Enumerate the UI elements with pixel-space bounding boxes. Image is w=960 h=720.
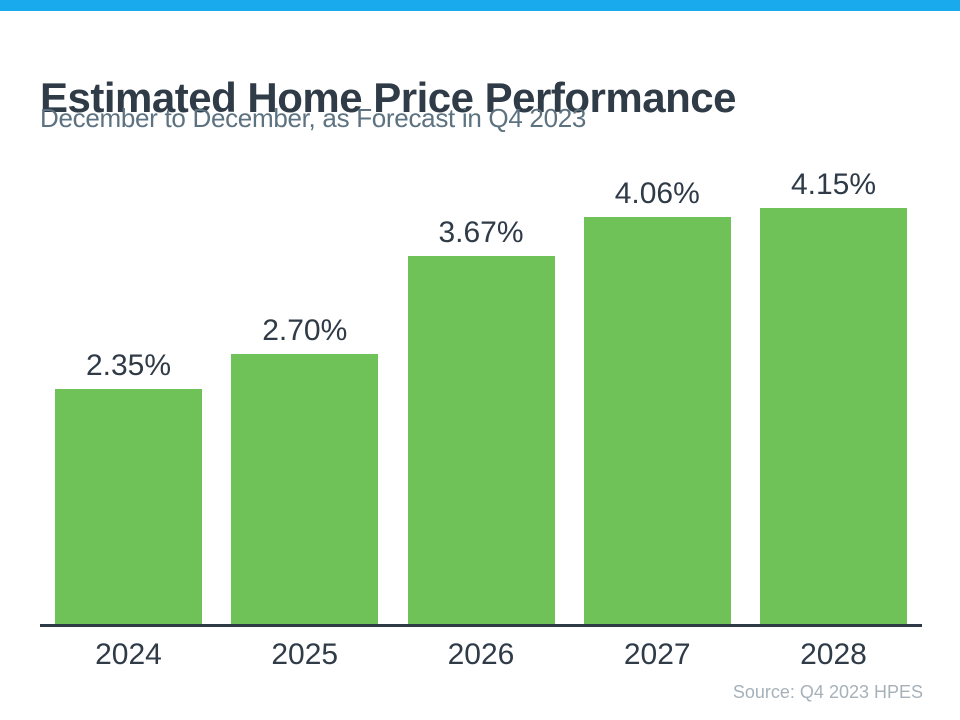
bar-value-label: 4.15% — [790, 168, 877, 201]
bar-column: 2.70% — [231, 314, 379, 625]
source-credit: Source: Q4 2023 HPES — [732, 682, 923, 702]
bar-chart: 2.35% 2.70% 3.67% 4.06% 4.15% — [55, 155, 907, 625]
category-label: 2025 — [271, 638, 339, 671]
bar — [231, 354, 379, 625]
page-subtitle: December to December, as Forecast in Q4 … — [40, 103, 587, 133]
category-label: 2027 — [623, 638, 691, 671]
page-title: Estimated Home Price Performance — [40, 74, 736, 122]
bar-value-label: 4.06% — [614, 177, 700, 210]
bar — [583, 217, 731, 625]
bar — [760, 208, 907, 625]
bar — [55, 389, 202, 625]
bar-value-label: 2.35% — [85, 349, 172, 382]
bar-column: 3.67% — [407, 216, 555, 625]
category-label: 2026 — [447, 638, 515, 671]
bar-value-label: 2.70% — [262, 314, 348, 347]
bar-column: 4.15% — [760, 168, 907, 625]
bar-column: 4.06% — [583, 177, 731, 625]
bar-value-label: 3.67% — [438, 216, 524, 249]
bar — [407, 256, 555, 625]
top-accent-bar — [0, 0, 960, 11]
x-axis-line — [40, 624, 922, 627]
bar-column: 2.35% — [55, 349, 202, 625]
category-labels-row: 2024 2025 2026 2027 2028 — [55, 638, 907, 672]
category-label: 2024 — [95, 638, 162, 671]
category-label: 2028 — [800, 638, 867, 671]
